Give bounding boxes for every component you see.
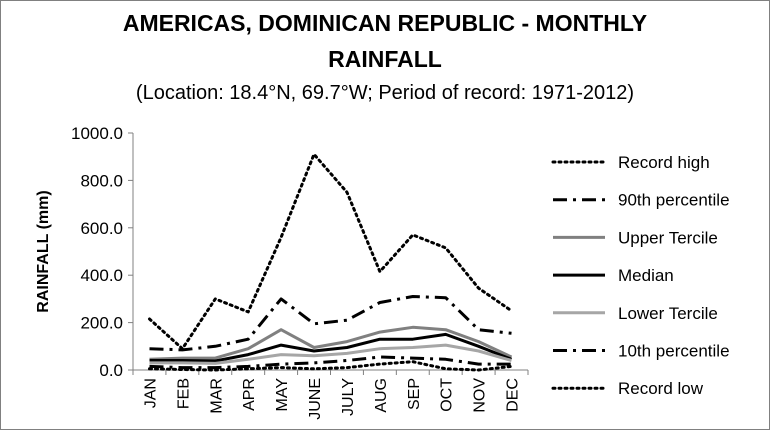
y-tick-label: 200.0 — [80, 314, 123, 333]
series-line-10th-percentile — [149, 355, 512, 370]
legend-label: Median — [618, 266, 674, 285]
x-tick-label: JULY — [340, 378, 357, 416]
x-tick-label: JUNE — [307, 378, 324, 420]
x-tick-label: DEC — [505, 378, 522, 412]
y-axis-title: RAINFALL (mm) — [35, 190, 52, 312]
x-tick-label: JAN — [142, 378, 159, 408]
x-tick-label: OCT — [439, 378, 456, 412]
chart-subtitle: (Location: 18.4°N, 69.7°W; Period of rec… — [135, 82, 635, 104]
series-line-record-high — [148, 152, 513, 351]
series-line-median — [149, 332, 513, 363]
legend-label: Upper Tercile — [618, 228, 718, 247]
legend-label: 10th percentile — [618, 342, 730, 361]
x-tick-label: APR — [241, 378, 258, 411]
chart-title-line-2: RAINFALL — [328, 46, 442, 72]
legend-label: Record high — [618, 153, 710, 172]
series-line-record-low — [148, 360, 513, 372]
x-tick-label: SEP — [406, 378, 423, 410]
y-tick-label: 0.0 — [99, 361, 123, 380]
x-tick-label: AUG — [373, 378, 390, 413]
x-tick-label: NOV — [472, 378, 489, 413]
x-tick-label: MAR — [208, 378, 225, 414]
x-tick-label: MAY — [274, 378, 291, 412]
y-tick-label: 600.0 — [80, 219, 123, 238]
legend-label: 90th percentile — [618, 191, 730, 210]
legend-label: Lower Tercile — [618, 304, 718, 323]
series-line-upper-tercile — [149, 325, 513, 361]
legend-label: Record low — [618, 379, 704, 398]
series-line-90th-percentile — [149, 295, 512, 352]
y-tick-label: 1000.0 — [71, 124, 123, 143]
chart-title-line-1: AMERICAS, DOMINICAN REPUBLIC - MONTHLY — [122, 10, 648, 36]
y-tick-label: 400.0 — [80, 266, 123, 285]
x-tick-label: FEB — [175, 378, 192, 409]
y-tick-label: 800.0 — [80, 171, 123, 190]
series-line-lower-tercile — [149, 343, 512, 365]
